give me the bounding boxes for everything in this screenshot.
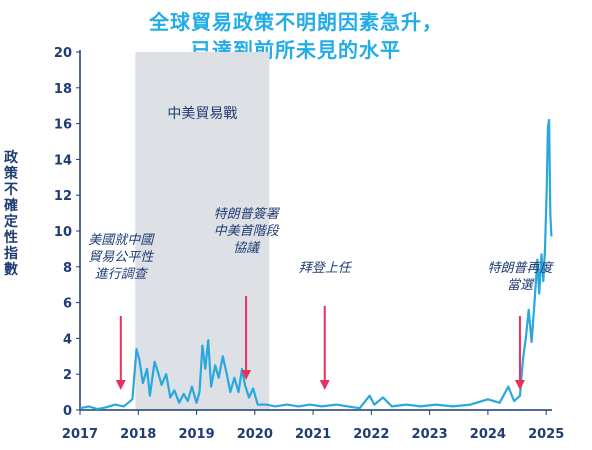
y-tick-label: 0	[63, 404, 72, 419]
y-tick-label: 2	[63, 368, 72, 383]
x-tick-label: 2021	[295, 427, 331, 442]
annotation-arrow-head	[319, 380, 330, 390]
annotation-arrow-head	[115, 380, 126, 390]
x-tick-label: 2023	[412, 427, 448, 442]
x-tick-label: 2018	[120, 427, 156, 442]
y-tick-label: 8	[63, 261, 72, 276]
uncertainty-index-line	[79, 118, 553, 411]
trade-war-label: 中美貿易戰	[167, 106, 237, 122]
y-tick-label: 12	[54, 189, 72, 204]
y-tick-label: 20	[54, 46, 72, 61]
annotation-arrow-head	[514, 380, 525, 390]
y-tick-label: 18	[54, 82, 72, 97]
y-tick-label: 10	[54, 225, 72, 240]
x-tick-label: 2024	[470, 427, 506, 442]
x-tick-label: 2025	[528, 427, 564, 442]
chart-title-line1: 全球貿易政策不明朗因素急升，	[149, 10, 443, 34]
x-tick-label: 2020	[237, 427, 273, 442]
y-tick-label: 14	[54, 153, 72, 168]
y-axis-label: 政策不確定性指數	[4, 150, 18, 278]
x-tick-label: 2017	[62, 427, 98, 442]
y-tick-label: 6	[63, 297, 72, 312]
annotation-text: 拜登上任	[299, 261, 353, 276]
annotation-text: 特朗普簽署中美首階段協議	[214, 207, 281, 256]
annotation-text: 美國就中國貿易公平性進行調查	[88, 233, 155, 282]
x-tick-label: 2019	[178, 427, 214, 442]
y-tick-label: 16	[54, 118, 72, 133]
y-tick-label: 4	[63, 332, 72, 347]
annotation-text: 特朗普再度當選	[487, 261, 554, 293]
x-tick-label: 2022	[353, 427, 389, 442]
annotation-arrow-head	[241, 370, 252, 380]
